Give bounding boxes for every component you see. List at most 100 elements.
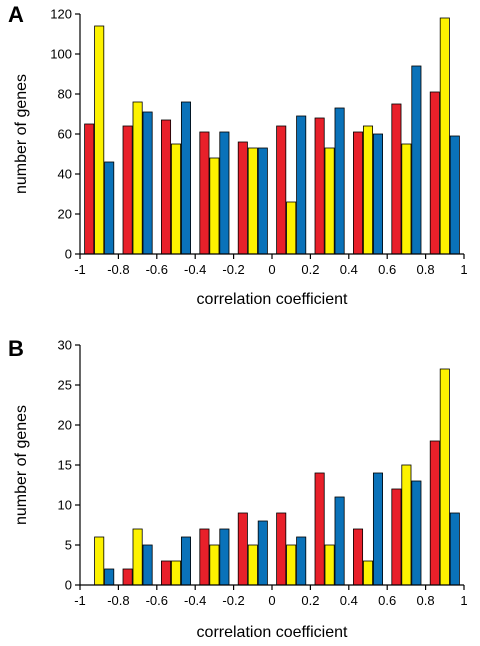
bar-red-bin-4	[237, 141, 248, 255]
bar-yellow-bin-5	[286, 201, 297, 255]
bar-blue-bin-5	[296, 536, 307, 586]
bar-blue-bin-6	[334, 107, 345, 255]
x-tick-label: -0.2	[222, 593, 244, 608]
bar-blue-bin-4	[257, 520, 268, 586]
y-tick-label: 30	[58, 338, 72, 353]
bar-red-bin-2	[161, 560, 172, 586]
bar-blue-bin-3	[219, 528, 230, 586]
bar-red-bin-4	[237, 512, 248, 586]
y-tick-label: 60	[58, 127, 72, 142]
x-tick-label: -1	[74, 593, 86, 608]
bar-red-bin-0	[84, 123, 95, 255]
y-tick-label: 5	[65, 538, 72, 553]
bar-blue-bin-1	[142, 544, 153, 586]
x-tick-label: 0.4	[340, 262, 358, 277]
bar-red-bin-5	[276, 512, 287, 586]
bar-yellow-bin-1	[132, 101, 143, 255]
bar-red-bin-1	[122, 125, 133, 255]
y-tick-label: 40	[58, 167, 72, 182]
x-tick-label: 0.4	[340, 593, 358, 608]
bar-yellow-bin-0	[94, 536, 105, 586]
bar-red-bin-7	[353, 528, 364, 586]
bar-red-bin-1	[122, 568, 133, 586]
panel-b: 0 5 10 15 20 25 30 -1 -0.8 -0.6 -0.4 -0.2 0 0.2 0.4 0.6…	[8, 336, 468, 641]
bar-red-bin-6	[314, 472, 325, 586]
bar-blue-bin-2	[180, 101, 192, 255]
bar-red-bin-8	[391, 488, 402, 586]
x-tick-label: 0	[268, 593, 275, 608]
bar-yellow-bin-6	[324, 544, 335, 586]
bar-yellow-bin-3	[209, 157, 220, 255]
bar-blue-bin-6	[334, 496, 345, 586]
y-tick-label: 20	[58, 207, 72, 222]
x-tick-label: -0.4	[184, 262, 206, 277]
x-tick-label: 1	[460, 262, 467, 277]
x-tick-label: -0.8	[107, 262, 129, 277]
x-tick-label: -1	[74, 262, 86, 277]
bar-red-bin-3	[199, 131, 210, 255]
bar-blue-bin-9	[449, 512, 460, 586]
bar-yellow-bin-8	[401, 143, 412, 255]
y-tick-label: 10	[58, 498, 72, 513]
bar-red-bin-2	[161, 119, 172, 255]
x-tick-label: 0.2	[301, 593, 319, 608]
bar-red-bin-9	[429, 440, 440, 586]
bar-blue-bin-3	[219, 131, 230, 255]
y-axis-title: number of genes	[13, 74, 30, 194]
bar-blue-bin-0	[104, 568, 115, 586]
y-tick-label: 15	[58, 458, 72, 473]
y-tick-label: 100	[50, 47, 72, 62]
bar-blue-bin-2	[180, 536, 192, 586]
bar-yellow-bin-3	[209, 544, 220, 586]
y-tick-label: 80	[58, 87, 72, 102]
x-tick-label: 0.2	[301, 262, 319, 277]
panel-label: B	[8, 336, 24, 361]
x-tick-label: 0.6	[378, 593, 396, 608]
x-tick-label: 0.8	[417, 593, 435, 608]
bar-yellow-bin-4	[247, 544, 258, 586]
bar-yellow-bin-2	[170, 560, 182, 586]
y-tick-label: 0	[65, 578, 72, 593]
bar-yellow-bin-9	[439, 17, 450, 255]
bar-yellow-bin-9	[439, 368, 450, 586]
x-tick-label: -0.6	[146, 262, 168, 277]
x-tick-label: -0.6	[146, 593, 168, 608]
panel-label: A	[8, 2, 24, 27]
bar-red-bin-3	[199, 528, 210, 586]
y-axis-title: number of genes	[13, 405, 30, 525]
bar-yellow-bin-8	[401, 464, 412, 586]
bar-yellow-bin-7	[362, 125, 374, 255]
x-tick-label: -0.2	[222, 262, 244, 277]
x-tick-label: -0.4	[184, 593, 206, 608]
bar-blue-bin-7	[372, 133, 384, 255]
y-tick-label: 0	[65, 247, 72, 262]
bar-red-bin-8	[391, 103, 402, 255]
bar-blue-bin-8	[411, 65, 422, 255]
bar-yellow-bin-5	[286, 544, 297, 586]
x-tick-label: 0	[268, 262, 275, 277]
bar-yellow-bin-1	[132, 528, 143, 586]
x-tick-label: 0.6	[378, 262, 396, 277]
x-tick-label: 0.8	[417, 262, 435, 277]
panel-a: 0 20 40 60 80 100 120 -1 -0.8 -0.6 -0.4 -0.2 0 0.2 0.4…	[8, 2, 468, 308]
bar-blue-bin-5	[296, 115, 307, 255]
x-axis-title: correlation coefficient	[197, 291, 348, 308]
bar-blue-bin-9	[449, 135, 460, 255]
bar-blue-bin-7	[372, 472, 384, 586]
bar-blue-bin-4	[257, 147, 268, 255]
y-tick-label: 20	[58, 418, 72, 433]
bar-yellow-bin-7	[362, 560, 374, 586]
y-tick-label: 120	[50, 7, 72, 22]
bar-blue-bin-1	[142, 111, 153, 255]
bar-blue-bin-0	[104, 161, 115, 255]
bar-red-bin-7	[353, 131, 364, 255]
x-tick-label: 1	[460, 593, 467, 608]
bar-red-bin-9	[429, 91, 440, 255]
x-axis-title: correlation coefficient	[197, 624, 348, 641]
bar-yellow-bin-2	[170, 143, 182, 255]
bar-red-bin-5	[276, 125, 287, 255]
x-tick-label: -0.8	[107, 593, 129, 608]
bar-yellow-bin-6	[324, 147, 335, 255]
bar-yellow-bin-0	[94, 25, 105, 255]
